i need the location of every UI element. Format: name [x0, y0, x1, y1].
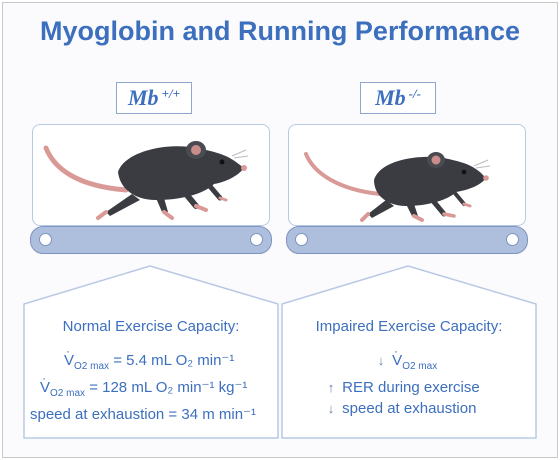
- treadmill-roller-right: [506, 233, 519, 246]
- vo2max-per-kg-line: · VO2 max = 128 mL O₂ min⁻¹ kg⁻¹: [20, 371, 282, 404]
- treadmill-knockout: [286, 226, 528, 254]
- genotype-superscript: +/+: [161, 86, 180, 101]
- info-box-knockout: Impaired Exercise Capacity: ↓ · VO2 max ↑…: [278, 262, 540, 442]
- genotype-name: Mb: [375, 85, 406, 110]
- genotype-label-wildtype: Mb +/+: [116, 82, 192, 114]
- up-arrow-icon: ↑: [327, 380, 335, 395]
- vo2max-line: · VO2 max = 5.4 mL O₂ min⁻¹: [20, 344, 282, 377]
- mouse-wildtype-icon: [43, 141, 249, 220]
- vo2max-value: = 5.4 mL O₂ min⁻¹: [109, 352, 235, 369]
- vo2max-symbol: · VO2 max: [64, 344, 110, 372]
- down-arrow-icon: ↓: [377, 353, 385, 368]
- callout-shape: [23, 265, 279, 439]
- info-lines: ↓ · VO2 max ↑ RER during exercise ↓ speed…: [278, 344, 540, 419]
- genotype-name: Mb: [128, 85, 159, 110]
- genotype-label-knockout: Mb -/-: [360, 82, 436, 114]
- speed-text: speed at exhaustion: [342, 400, 477, 417]
- speed-line: speed at exhaustion = 34 m min⁻¹: [30, 406, 256, 423]
- vo2max-symbol: · VO2 max: [392, 344, 438, 372]
- info-heading: Normal Exercise Capacity:: [62, 318, 240, 335]
- vo2max-line: ↓ · VO2 max: [278, 344, 540, 377]
- vo2max-per-kg-value: = 128 mL O₂ min⁻¹ kg⁻¹: [85, 379, 248, 396]
- rer-text: RER during exercise: [342, 379, 480, 396]
- vo2max-symbol: · VO2 max: [40, 371, 86, 399]
- treadmill-roller-left: [295, 233, 308, 246]
- treadmill-wildtype: [30, 226, 272, 254]
- info-lines: · VO2 max = 5.4 mL O₂ min⁻¹ · VO2 max = 12…: [20, 344, 282, 425]
- treadmill-roller-right: [250, 233, 263, 246]
- figure-title: Myoglobin and Running Performance: [39, 16, 520, 46]
- rer-line: ↑ RER during exercise: [278, 377, 540, 398]
- info-heading: Impaired Exercise Capacity:: [315, 318, 503, 335]
- genotype-superscript: -/-: [408, 86, 421, 101]
- down-arrow-icon: ↓: [327, 401, 335, 416]
- callout-shape: [281, 265, 537, 439]
- mouse-knockout-icon: [304, 152, 491, 222]
- speed-line: ↓ speed at exhaustion: [278, 398, 540, 419]
- treadmill-roller-left: [39, 233, 52, 246]
- info-box-wildtype: Normal Exercise Capacity: · VO2 max = 5.4…: [20, 262, 282, 442]
